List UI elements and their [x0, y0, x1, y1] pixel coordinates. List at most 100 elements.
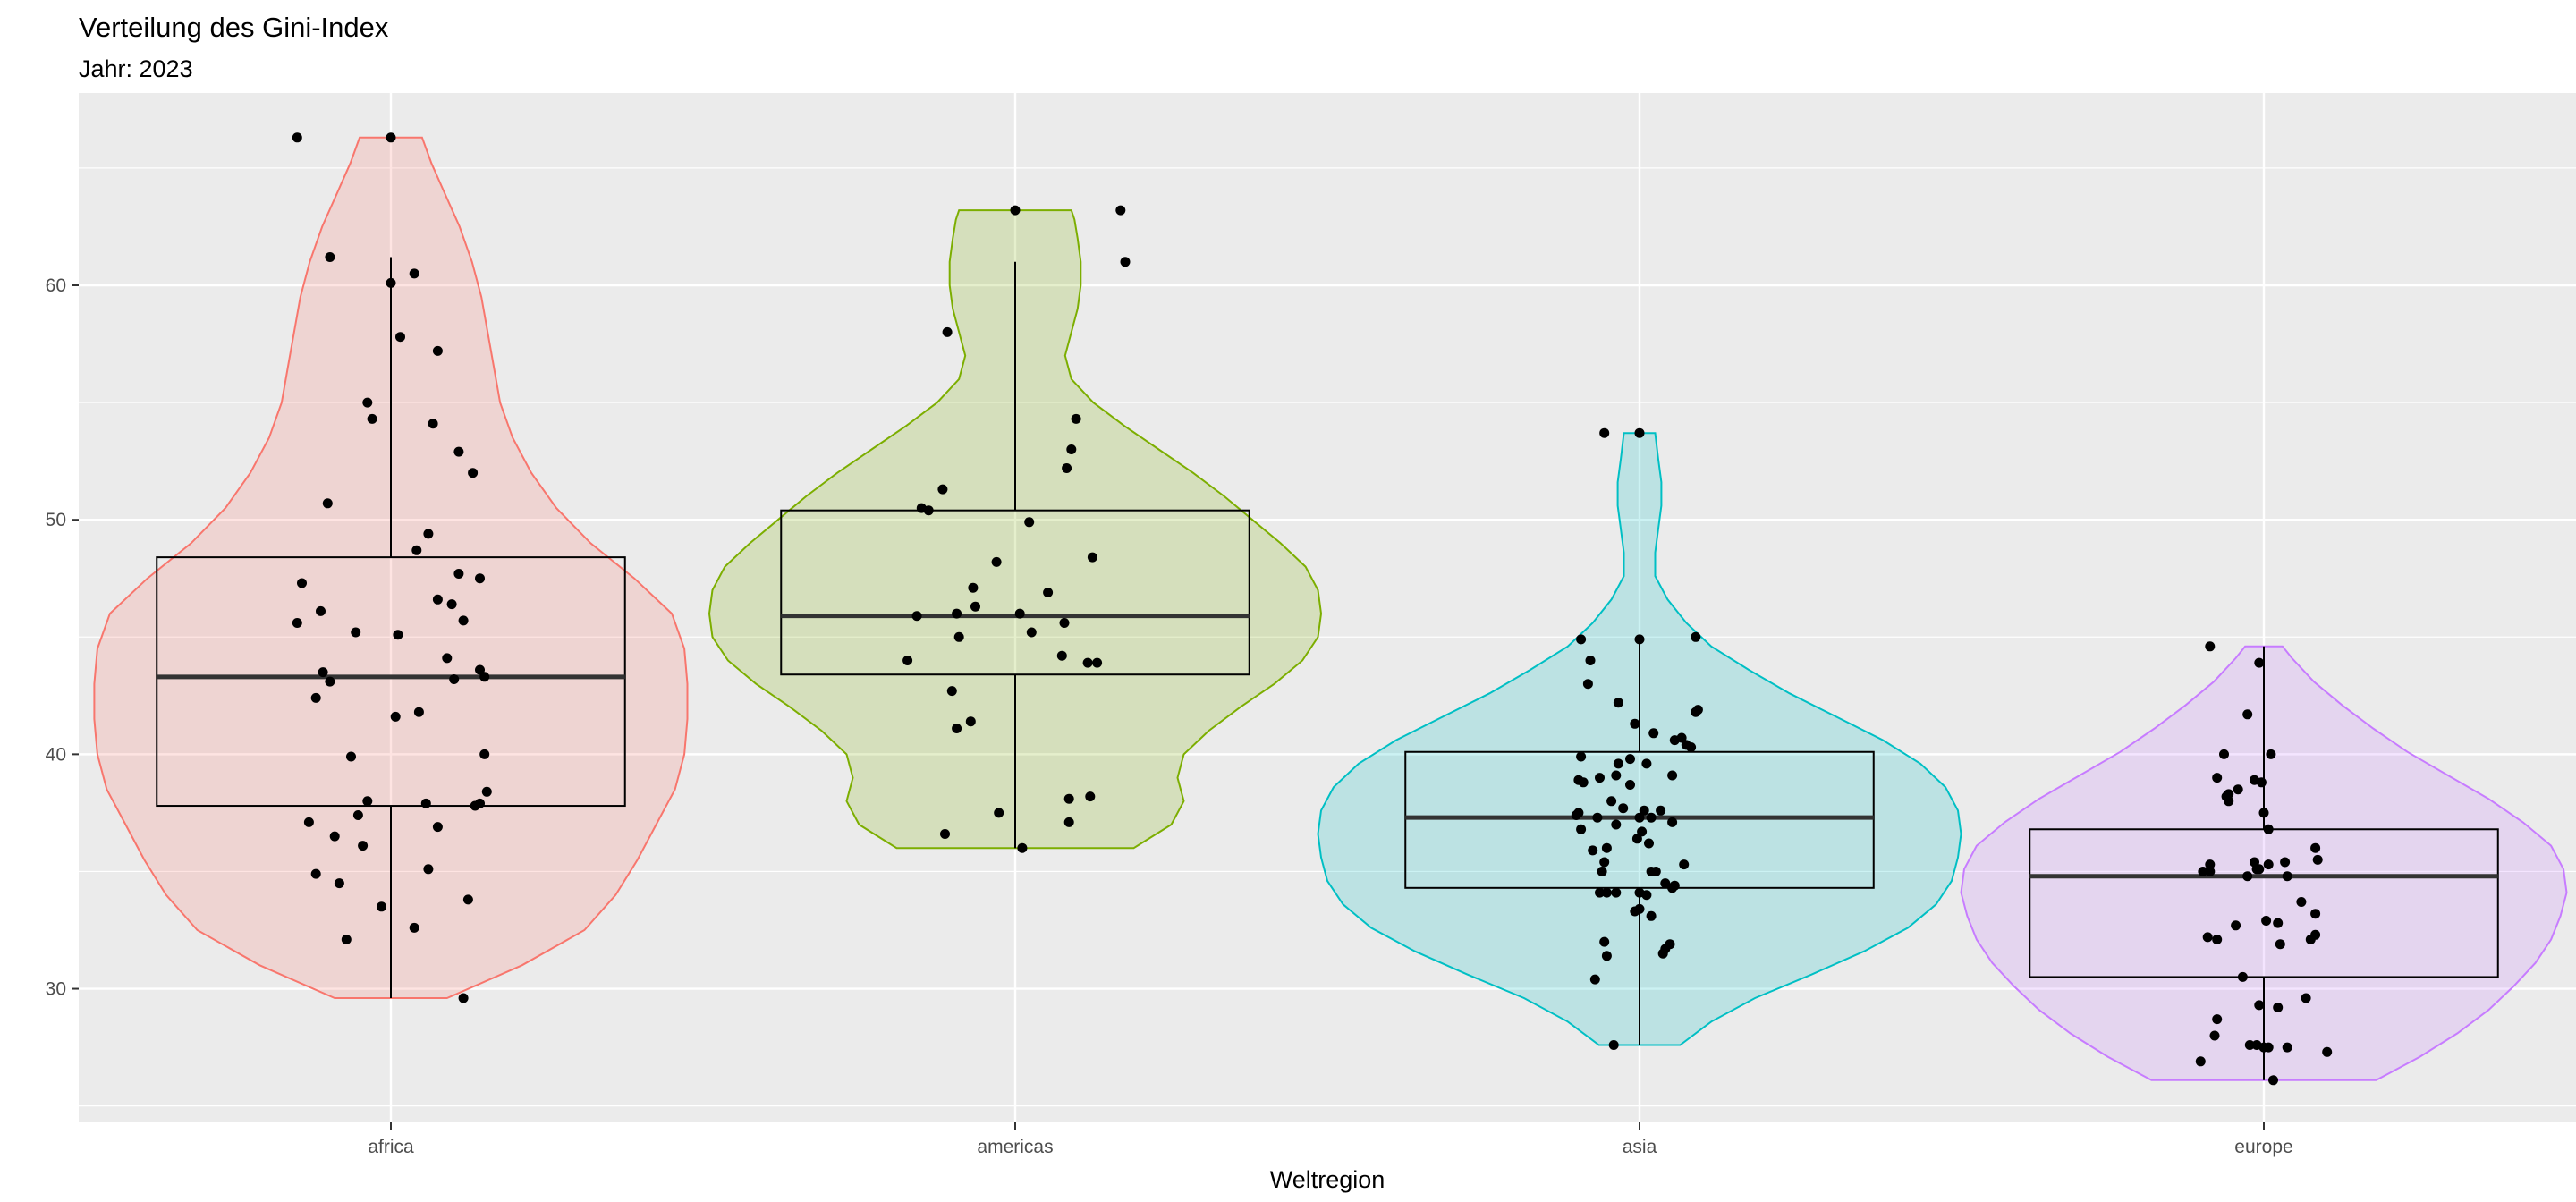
y-tick-label: 40 — [46, 744, 66, 765]
data-point-americas — [937, 484, 948, 495]
data-point-africa — [470, 800, 480, 811]
data-point-africa — [297, 578, 307, 588]
data-point-asia — [1578, 777, 1589, 788]
data-point-asia — [1669, 735, 1680, 746]
data-point-europe — [2224, 796, 2234, 807]
data-point-africa — [428, 419, 438, 429]
data-point-asia — [1679, 859, 1690, 870]
data-point-asia — [1634, 427, 1645, 438]
data-point-europe — [2310, 842, 2321, 853]
data-point-africa — [432, 345, 443, 356]
data-point-africa — [413, 707, 424, 717]
y-axis: 30 40 50 60 — [46, 275, 79, 1000]
data-point-africa — [322, 498, 333, 509]
data-point-africa — [442, 653, 453, 664]
data-point-americas — [1087, 552, 1097, 563]
data-point-africa — [446, 599, 457, 610]
data-point-asia — [1639, 805, 1649, 816]
data-point-europe — [2261, 916, 2272, 926]
y-tick-label: 30 — [46, 979, 66, 1000]
data-point-africa — [449, 674, 460, 684]
data-point-europe — [2205, 641, 2216, 652]
data-point-africa — [395, 332, 405, 343]
data-point-europe — [2263, 859, 2274, 870]
data-point-europe — [2296, 897, 2307, 907]
box-americas — [780, 509, 1250, 676]
data-point-europe — [2305, 935, 2316, 944]
data-point-africa — [479, 749, 490, 759]
data-point-africa — [432, 822, 443, 833]
data-point-asia — [1637, 826, 1648, 837]
data-point-europe — [2254, 657, 2265, 668]
data-point-americas — [1056, 650, 1067, 661]
data-point-europe — [2282, 871, 2292, 882]
data-point-europe — [2256, 777, 2267, 788]
data-point-americas — [942, 326, 953, 337]
data-point-americas — [923, 505, 934, 516]
data-point-americas — [1014, 608, 1025, 619]
data-point-asia — [1656, 805, 1666, 816]
data-point-africa — [352, 810, 363, 820]
x-axis: africa americas asia europe — [368, 1122, 2293, 1157]
data-point-europe — [2258, 808, 2269, 818]
data-point-asia — [1641, 890, 1652, 901]
data-point-africa — [303, 817, 314, 827]
data-point-europe — [2237, 971, 2248, 982]
data-point-asia — [1576, 634, 1587, 645]
data-point-europe — [2242, 871, 2253, 882]
data-point-asia — [1650, 867, 1661, 876]
data-point-africa — [318, 667, 328, 678]
data-point-africa — [316, 605, 326, 616]
data-point-africa — [351, 627, 361, 638]
data-point-europe — [2273, 1003, 2284, 1012]
data-point-africa — [475, 573, 485, 584]
data-point-africa — [377, 902, 386, 912]
data-point-asia — [1630, 906, 1640, 917]
data-point-europe — [2251, 864, 2262, 875]
data-point-europe — [2312, 854, 2323, 865]
box-africa — [156, 556, 626, 808]
data-point-asia — [1571, 810, 1581, 820]
violin-americas — [708, 209, 1323, 850]
data-point-africa — [329, 831, 340, 842]
data-point-africa — [346, 751, 356, 762]
data-point-europe — [2233, 784, 2243, 795]
data-point-africa — [423, 864, 434, 875]
data-point-europe — [2205, 859, 2216, 870]
data-point-africa — [479, 672, 490, 682]
data-point-asia — [1625, 780, 1635, 790]
data-point-asia — [1585, 656, 1596, 665]
violin-group-americas — [708, 205, 1323, 853]
data-point-asia — [1618, 803, 1629, 814]
data-point-europe — [2212, 935, 2223, 944]
data-point-americas — [1017, 842, 1028, 853]
data-point-asia — [1630, 718, 1640, 729]
data-point-americas — [946, 686, 957, 697]
data-point-americas — [1059, 618, 1070, 628]
data-point-asia — [1657, 948, 1668, 959]
data-point-africa — [458, 615, 469, 626]
data-point-africa — [292, 132, 302, 143]
data-point-americas — [994, 808, 1004, 818]
data-point-europe — [2209, 1030, 2220, 1041]
data-point-americas — [1063, 793, 1074, 804]
data-point-asia — [1641, 758, 1652, 769]
data-point-africa — [409, 268, 419, 279]
data-point-asia — [1625, 754, 1635, 765]
data-point-asia — [1608, 1040, 1619, 1050]
data-point-africa — [386, 132, 396, 143]
data-point-africa — [325, 676, 335, 687]
data-point-asia — [1601, 887, 1612, 898]
data-point-americas — [1092, 657, 1103, 668]
data-point-europe — [2231, 920, 2241, 931]
data-point-americas — [1085, 791, 1096, 802]
data-point-asia — [1588, 845, 1598, 856]
violin-africa — [93, 136, 689, 999]
data-point-europe — [2263, 824, 2274, 834]
data-point-europe — [2258, 1042, 2269, 1053]
data-point-europe — [2275, 939, 2285, 950]
violin-group-europe — [1960, 641, 2568, 1086]
data-point-asia — [1576, 824, 1587, 834]
data-point-africa — [468, 468, 479, 478]
data-point-asia — [1592, 812, 1603, 823]
